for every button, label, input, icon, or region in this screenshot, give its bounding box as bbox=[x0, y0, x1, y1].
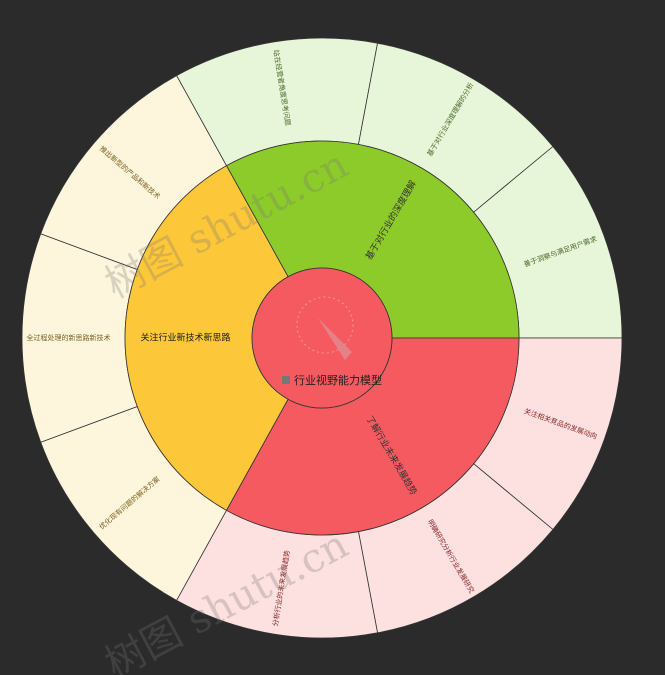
branch-label: 关注行业新技术新思路 bbox=[140, 332, 230, 344]
leaf-label: 全过程处理的新思路新技术 bbox=[27, 333, 111, 342]
center-icon-small bbox=[282, 376, 290, 384]
center-icon bbox=[296, 296, 354, 360]
center-label: 行业视野能力模型 bbox=[294, 373, 382, 387]
center-node bbox=[251, 267, 393, 409]
